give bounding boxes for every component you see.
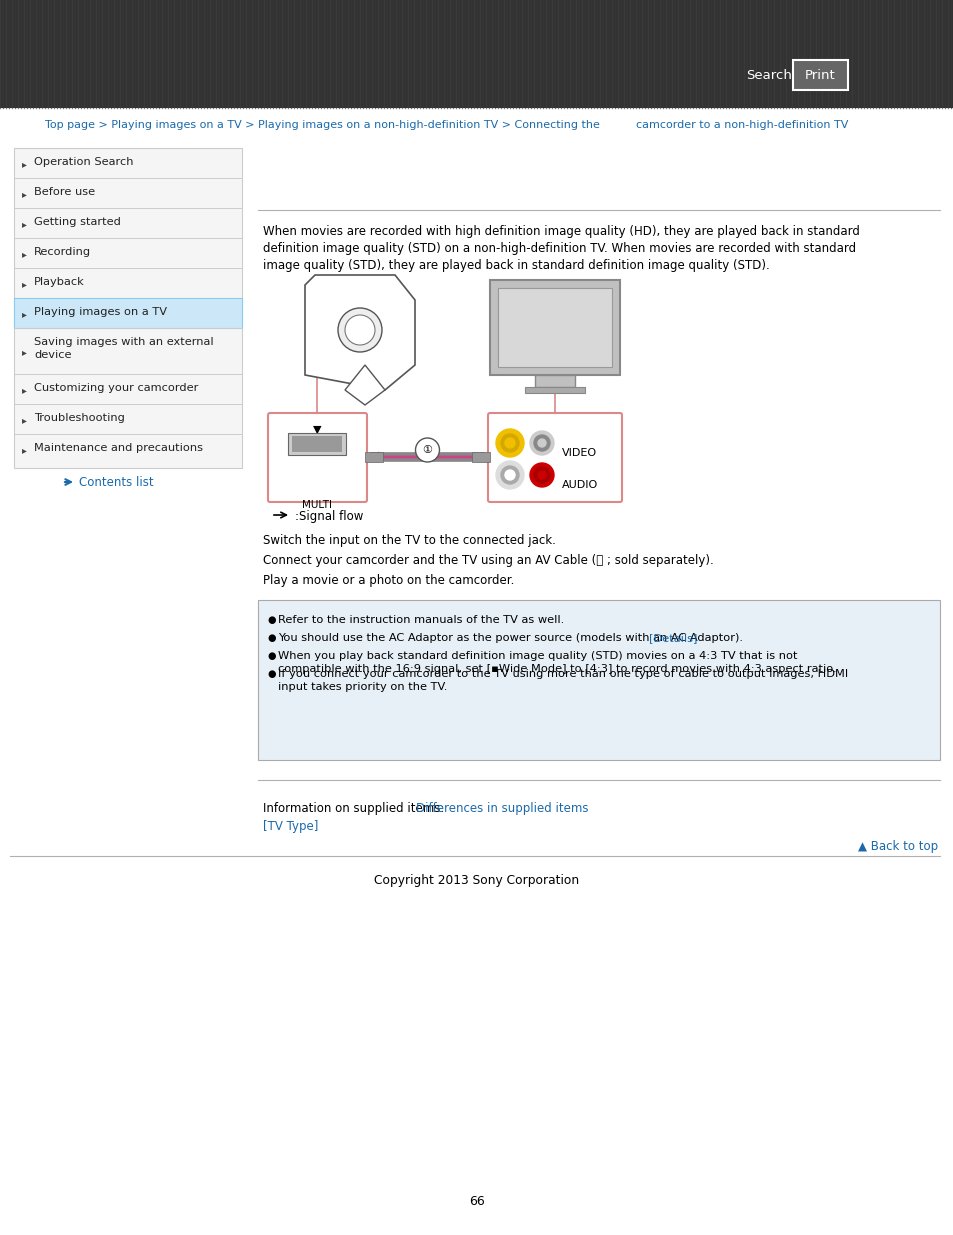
Text: ●: ●: [267, 634, 275, 643]
Circle shape: [496, 429, 523, 457]
Text: 66: 66: [469, 1195, 484, 1208]
Text: Print: Print: [803, 68, 835, 82]
Circle shape: [337, 308, 381, 352]
Polygon shape: [305, 275, 415, 390]
Text: Switch the input on the TV to the connected jack.: Switch the input on the TV to the connec…: [263, 534, 556, 547]
FancyArrowPatch shape: [371, 453, 487, 461]
Circle shape: [500, 433, 518, 452]
Text: ●: ●: [267, 651, 275, 661]
Circle shape: [534, 467, 550, 483]
Text: ▸: ▸: [22, 159, 27, 169]
Text: Getting started: Getting started: [34, 217, 121, 227]
Bar: [497, 288, 612, 367]
Text: image quality (STD), they are played back in standard definition image quality (: image quality (STD), they are played bac…: [263, 259, 769, 272]
Bar: [14, 148, 242, 468]
Bar: [524, 387, 584, 393]
Circle shape: [530, 463, 554, 487]
Text: definition image quality (STD) on a non-high-definition TV. When movies are reco: definition image quality (STD) on a non-…: [263, 242, 855, 254]
Text: Operation Search: Operation Search: [34, 157, 133, 167]
Text: VIDEO: VIDEO: [561, 448, 597, 458]
Text: device: device: [34, 350, 71, 359]
Text: ▸: ▸: [22, 189, 27, 199]
Circle shape: [345, 315, 375, 345]
Text: ▸: ▸: [22, 385, 27, 395]
Text: [Details]: [Details]: [649, 634, 697, 643]
Text: You should use the AC Adaptor as the power source (models with an AC Adaptor).: You should use the AC Adaptor as the pow…: [277, 634, 746, 643]
Bar: [288, 433, 346, 454]
Bar: [472, 452, 490, 462]
Text: Play a movie or a photo on the camcorder.: Play a movie or a photo on the camcorder…: [263, 574, 514, 587]
Text: Before use: Before use: [34, 186, 95, 198]
Text: When you play back standard definition image quality (STD) movies on a 4:3 TV th: When you play back standard definition i…: [277, 651, 797, 661]
Bar: [535, 375, 575, 387]
Bar: [292, 436, 341, 452]
Bar: [0, 0, 953, 107]
Text: Top page > Playing images on a TV > Playing images on a non-high-definition TV >: Top page > Playing images on a TV > Play…: [45, 120, 599, 130]
Text: input takes priority on the TV.: input takes priority on the TV.: [277, 682, 447, 692]
Text: Customizing your camcorder: Customizing your camcorder: [34, 383, 198, 393]
Circle shape: [534, 435, 550, 451]
Text: MULTI: MULTI: [302, 500, 333, 510]
Text: ▸: ▸: [22, 219, 27, 228]
Text: ●: ●: [267, 615, 275, 625]
Bar: [14, 298, 242, 329]
Text: If you connect your camcorder to the TV using more than one type of cable to out: If you connect your camcorder to the TV …: [277, 669, 847, 679]
Circle shape: [500, 466, 518, 484]
Text: Recording: Recording: [34, 247, 91, 257]
Text: compatible with the 16:9 signal, set [▪Wide Mode] to [4:3] to record movies with: compatible with the 16:9 signal, set [▪W…: [277, 664, 836, 674]
Text: Differences in supplied items: Differences in supplied items: [416, 802, 588, 815]
Text: ▸: ▸: [22, 445, 27, 454]
Circle shape: [530, 431, 554, 454]
Text: ▸: ▸: [22, 309, 27, 319]
Text: Search: Search: [745, 68, 791, 82]
Text: When movies are recorded with high definition image quality (HD), they are playe: When movies are recorded with high defin…: [263, 225, 859, 238]
Text: ①: ①: [422, 445, 432, 454]
Text: ▲ Back to top: ▲ Back to top: [857, 840, 937, 853]
Text: Maintenance and precautions: Maintenance and precautions: [34, 443, 203, 453]
Bar: [0, 0, 953, 107]
Bar: [365, 452, 382, 462]
Bar: [257, 600, 939, 760]
Text: ●: ●: [267, 669, 275, 679]
Circle shape: [504, 471, 515, 480]
FancyBboxPatch shape: [268, 412, 367, 501]
Text: Information on supplied items:: Information on supplied items:: [263, 802, 448, 815]
Text: Playback: Playback: [34, 277, 85, 287]
Text: AUDIO: AUDIO: [561, 480, 598, 490]
Text: ▸: ▸: [22, 279, 27, 289]
Text: Troubleshooting: Troubleshooting: [34, 412, 125, 424]
Bar: [490, 280, 619, 375]
Text: Connect your camcorder and the TV using an AV Cable (ⓘ ; sold separately).: Connect your camcorder and the TV using …: [263, 555, 713, 567]
Text: ▼: ▼: [313, 425, 321, 435]
Circle shape: [537, 471, 545, 479]
Circle shape: [504, 438, 515, 448]
Text: :Signal flow: :Signal flow: [294, 510, 363, 522]
Text: camcorder to a non-high-definition TV: camcorder to a non-high-definition TV: [635, 120, 847, 130]
Text: Playing images on a TV: Playing images on a TV: [34, 308, 167, 317]
Text: ▸: ▸: [22, 347, 27, 357]
Text: ▸: ▸: [22, 249, 27, 259]
Text: [TV Type]: [TV Type]: [263, 820, 318, 832]
Text: Copyright 2013 Sony Corporation: Copyright 2013 Sony Corporation: [374, 874, 579, 887]
Text: Refer to the instruction manuals of the TV as well.: Refer to the instruction manuals of the …: [277, 615, 563, 625]
Circle shape: [496, 461, 523, 489]
Text: Saving images with an external: Saving images with an external: [34, 337, 213, 347]
Polygon shape: [345, 366, 385, 405]
Text: Contents list: Contents list: [79, 475, 153, 489]
Bar: [792, 61, 847, 90]
Circle shape: [416, 438, 439, 462]
Circle shape: [537, 438, 545, 447]
Text: ▸: ▸: [22, 415, 27, 425]
FancyBboxPatch shape: [488, 412, 621, 501]
